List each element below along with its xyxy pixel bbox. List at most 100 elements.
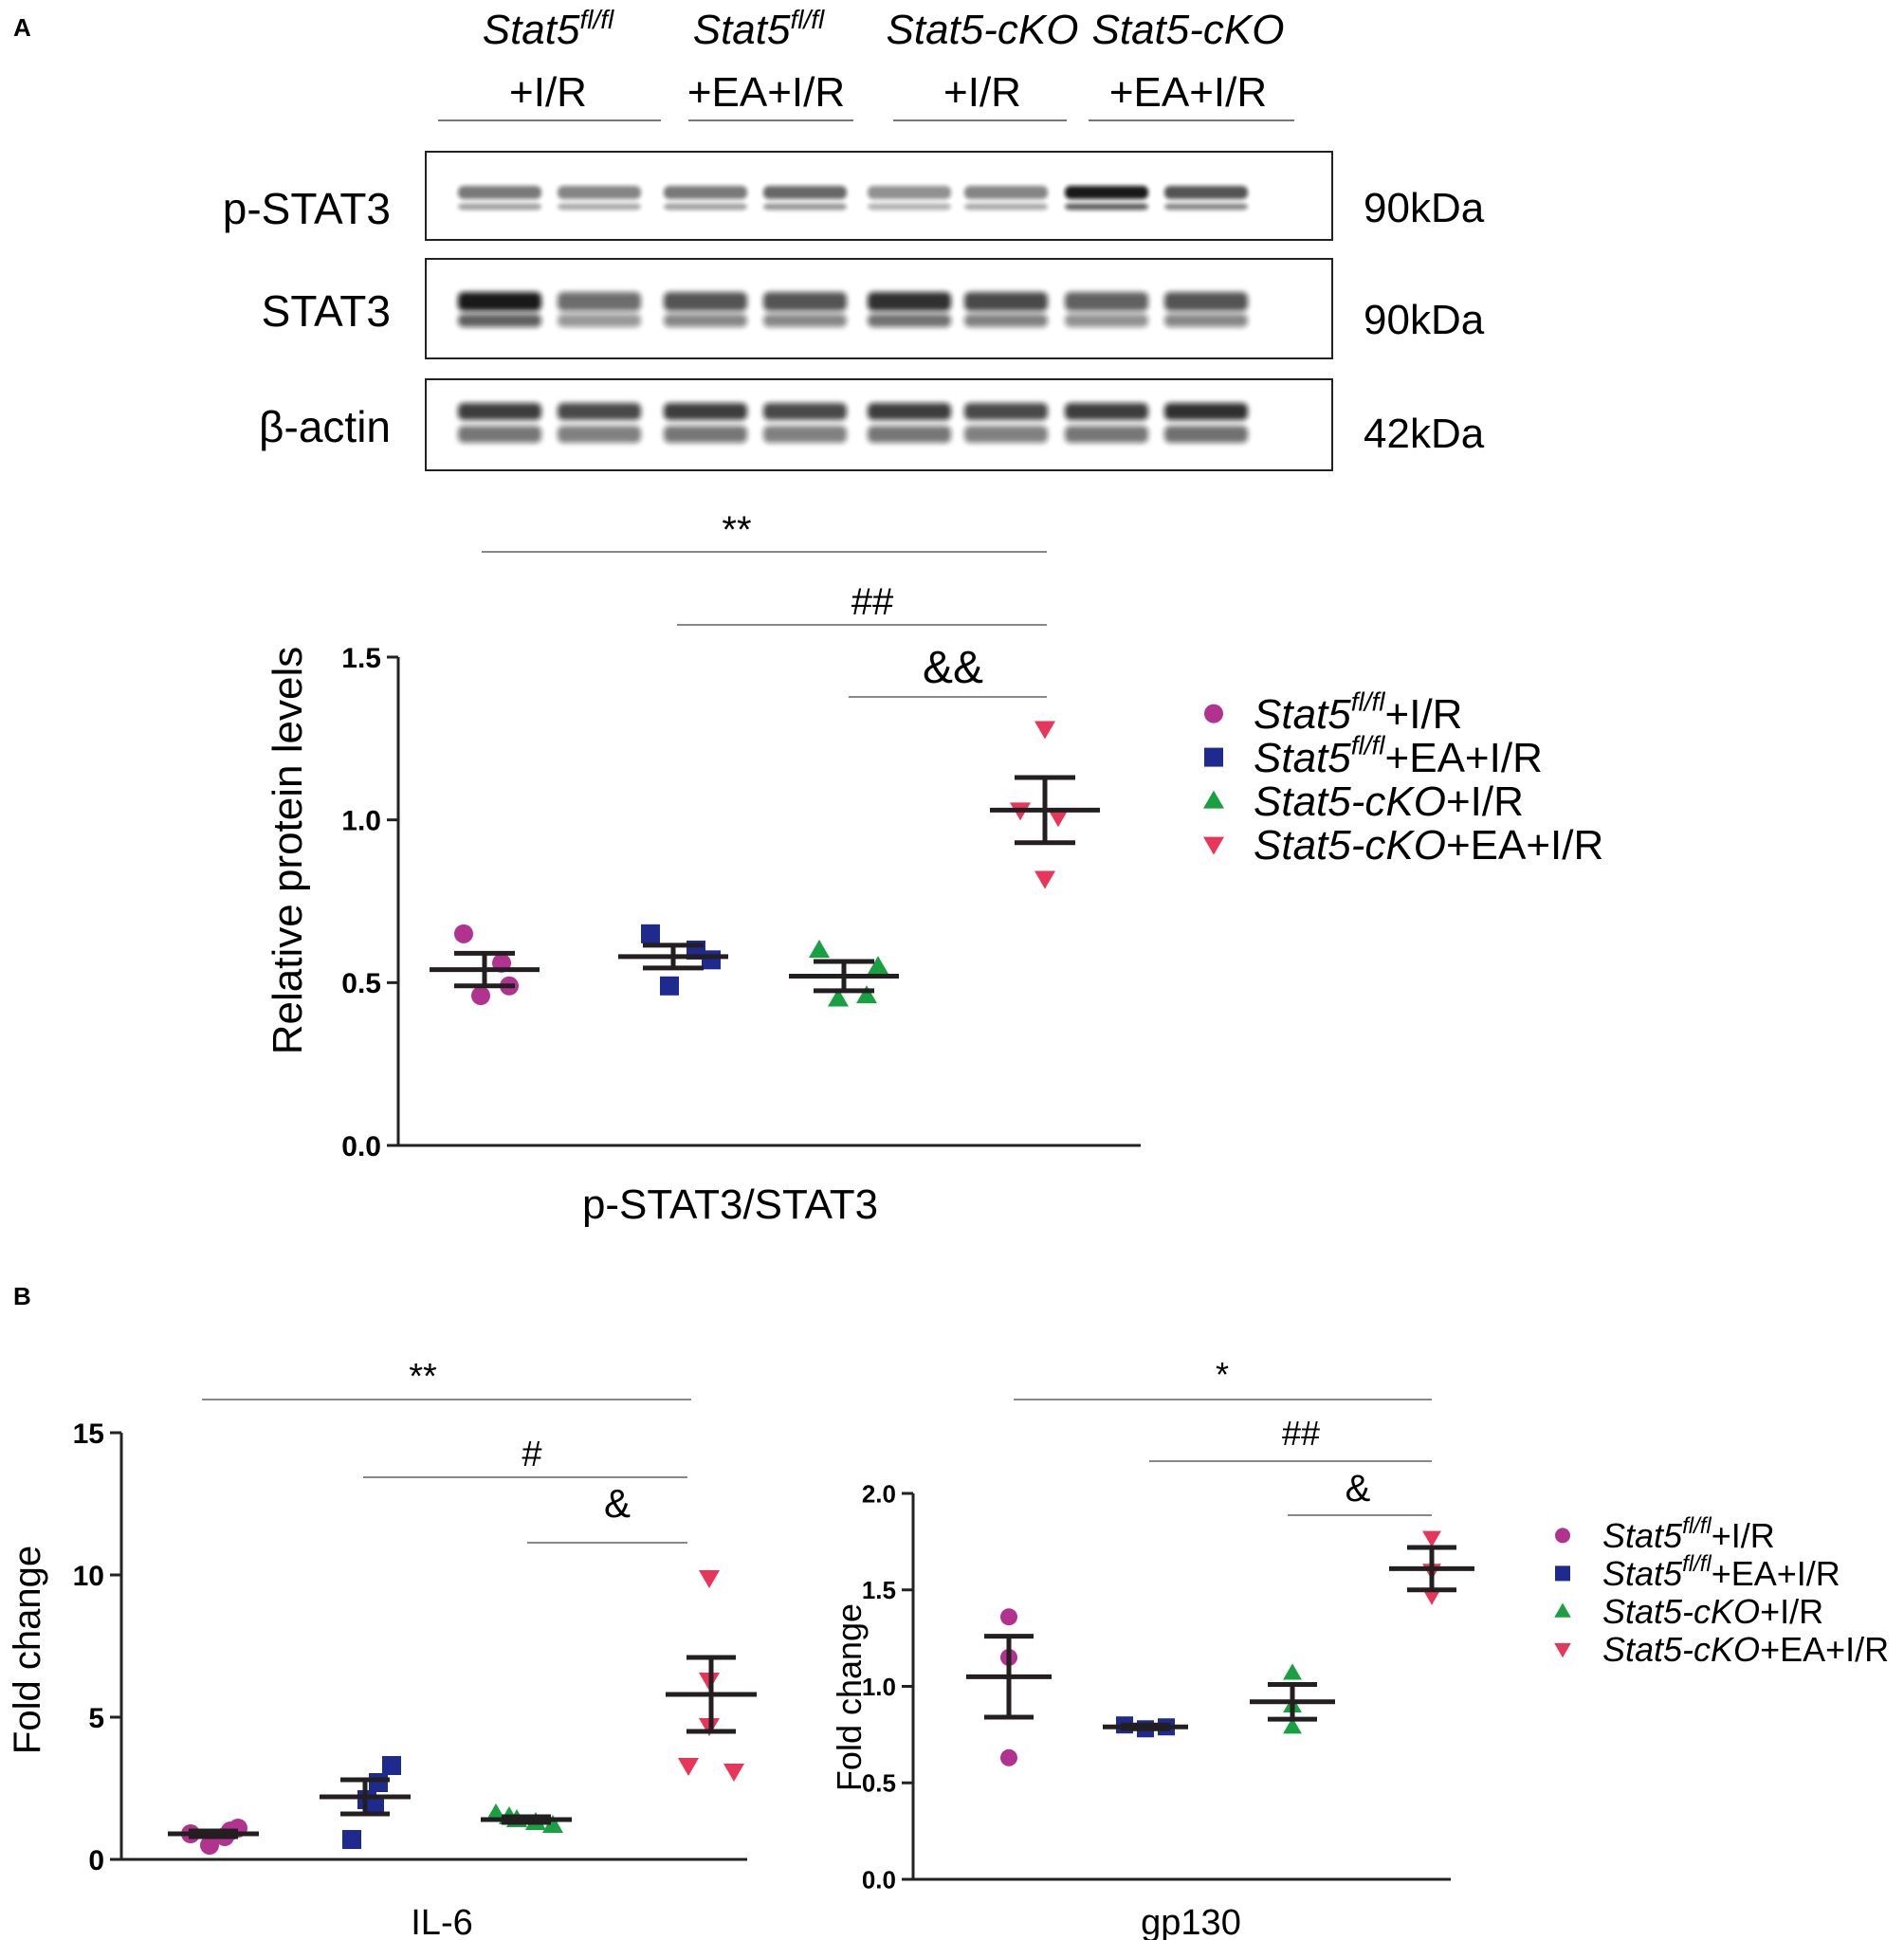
- blot-band: [1065, 186, 1148, 199]
- blot-row-stat3-label: STAT3: [262, 286, 391, 336]
- blot-band: [868, 203, 951, 210]
- y-tick-label: 1.5: [341, 643, 381, 674]
- blot-band: [1164, 403, 1248, 420]
- data-point: [1283, 1717, 1302, 1734]
- y-tick-label: 1.0: [341, 805, 381, 836]
- gp130-x-axis-label: gp130: [1141, 1903, 1241, 1940]
- data-point: [1034, 870, 1055, 889]
- blot-band: [868, 186, 951, 199]
- blot-group-1-treatment: +I/R: [509, 69, 587, 116]
- blot-band: [458, 403, 541, 420]
- y-tick-label: 0.5: [341, 968, 381, 999]
- data-point: [365, 1796, 384, 1815]
- data-point: [454, 924, 473, 943]
- sig-label-3: &&: [923, 643, 983, 693]
- blot-group-1-name: Stat5fl/fl: [483, 5, 614, 53]
- blot-band: [458, 203, 541, 210]
- y-tick-label: 15: [73, 1418, 104, 1450]
- blot-band: [964, 426, 1048, 443]
- blot-band: [1164, 292, 1248, 311]
- data-point: [1422, 1588, 1441, 1605]
- blot-row-stat3-size: 90kDa: [1364, 297, 1485, 343]
- pstat3-x-axis-label: p-STAT3/STAT3: [582, 1181, 878, 1228]
- blot-row-bactin-label: β-actin: [259, 402, 391, 451]
- blot-band: [1065, 426, 1148, 443]
- legend-marker: [1555, 1565, 1570, 1582]
- y-tick-label: 1.0: [862, 1673, 896, 1701]
- legend-marker: [1204, 747, 1223, 767]
- blot-band: [763, 186, 847, 199]
- y-tick-label: 10: [73, 1561, 104, 1592]
- blot-band: [1164, 203, 1248, 210]
- legend-label: Stat5fl/fl+EA+I/R: [1602, 1551, 1840, 1593]
- data-point: [1034, 721, 1055, 740]
- blot-band: [664, 186, 747, 199]
- il6-y-axis-label: Fold change: [7, 1546, 48, 1754]
- gp130-points: [966, 1530, 1474, 1766]
- pstat3-significance: ** ## &&: [482, 509, 1047, 698]
- y-tick-label: 2.0: [862, 1479, 896, 1508]
- blot-band: [868, 314, 951, 327]
- legend-marker: [1554, 1643, 1571, 1658]
- y-tick-label: 0: [88, 1845, 104, 1876]
- blot-band: [1065, 292, 1148, 311]
- legend-label: Stat5-cKO+I/R: [1254, 778, 1524, 825]
- data-point: [641, 924, 660, 943]
- blot-band: [964, 203, 1048, 210]
- blot-bands-bactin: [458, 403, 1248, 443]
- il6-significance: ** # &: [202, 1357, 691, 1544]
- y-tick-label: 0.0: [862, 1865, 896, 1894]
- data-point: [702, 950, 721, 970]
- data-point: [1422, 1530, 1441, 1547]
- blot-band: [763, 203, 847, 210]
- data-point: [342, 1830, 361, 1849]
- legend-label: Stat5-cKO+EA+I/R: [1602, 1630, 1889, 1669]
- blot-row-pstat3-size: 90kDa: [1364, 185, 1485, 231]
- pstat3-points: [430, 721, 1100, 1007]
- pstat3-axes: 0.0 0.5 1.0 1.5: [341, 643, 1141, 1162]
- blot-row-stat3: STAT3 90kDa: [262, 258, 1485, 359]
- blot-bands-stat3: [458, 292, 1248, 327]
- legend-label: Stat5fl/fl+I/R: [1254, 687, 1462, 738]
- blot-band: [458, 314, 541, 327]
- data-point: [382, 1756, 401, 1775]
- legend-marker: [1203, 836, 1224, 855]
- blot-row-bactin: β-actin 42kDa: [259, 378, 1485, 471]
- blot-band: [1065, 314, 1148, 327]
- blot-band: [868, 426, 951, 443]
- pstat3-y-axis-label: Relative protein levels: [265, 647, 311, 1054]
- blot-band: [558, 186, 641, 199]
- legend-label: Stat5-cKO+I/R: [1602, 1592, 1823, 1631]
- il6-axes: 0 5 10 15: [73, 1418, 747, 1876]
- data-point: [809, 940, 830, 958]
- blot-band: [964, 292, 1048, 311]
- gp130-y-axis-label: Fold change: [830, 1603, 869, 1791]
- y-tick-label: 5: [88, 1703, 104, 1734]
- data-point: [1048, 809, 1069, 828]
- gp130-significance: * ## &: [1014, 1355, 1432, 1516]
- blot-band: [964, 403, 1048, 420]
- blot-band: [664, 426, 747, 443]
- blot-band: [868, 292, 951, 311]
- blot-band: [558, 292, 641, 311]
- gp130-sig-label-1: *: [1216, 1355, 1229, 1394]
- blot-bands-pstat3: [458, 186, 1248, 210]
- blot-band: [763, 426, 847, 443]
- blot-band: [763, 314, 847, 327]
- data-point: [868, 956, 888, 975]
- il6-points: [168, 1570, 757, 1855]
- y-tick-label: 0.0: [341, 1131, 381, 1162]
- data-point: [471, 986, 490, 1006]
- data-point: [485, 1803, 506, 1821]
- il6-sig-label-3: &: [604, 1481, 631, 1526]
- blot-band: [1065, 203, 1148, 210]
- blot-band: [458, 426, 541, 443]
- blot-band: [558, 314, 641, 327]
- y-tick-label: 1.5: [862, 1576, 896, 1604]
- data-point: [856, 985, 877, 1004]
- data-point: [542, 1815, 563, 1833]
- gp130-chart: Fold change 0.0 0.5 1.0 1.5 2.0 gp130: [830, 1479, 1474, 1940]
- blot-group-3-name: Stat5-cKO: [887, 7, 1079, 53]
- pstat3-chart: Relative protein levels 0.0 0.5 1.0 1.5 p-S…: [265, 643, 1141, 1228]
